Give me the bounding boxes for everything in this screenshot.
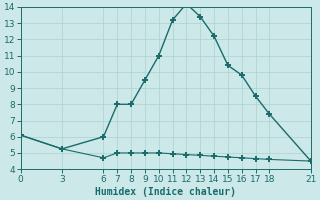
X-axis label: Humidex (Indice chaleur): Humidex (Indice chaleur) [95,186,236,197]
